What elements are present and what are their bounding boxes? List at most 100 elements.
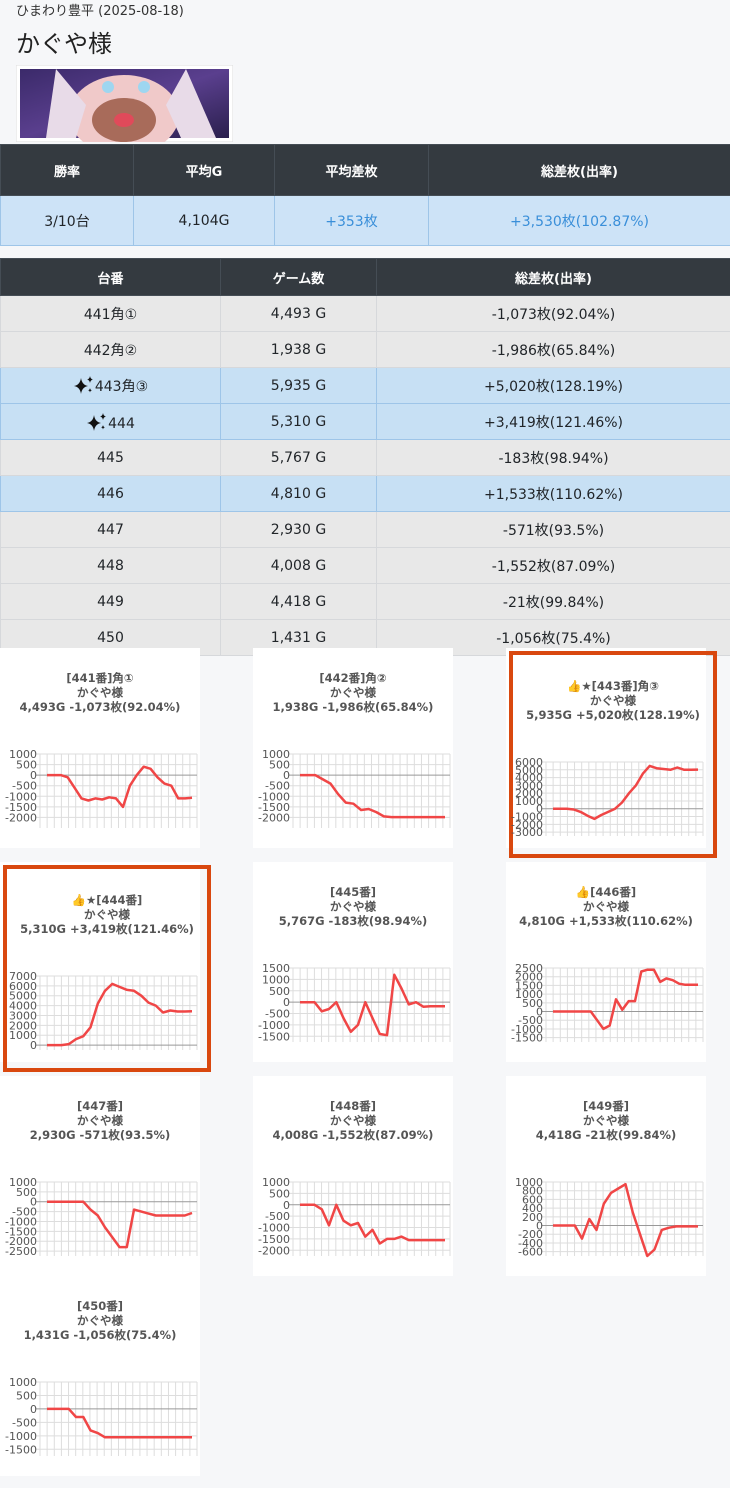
y-tick-label: 1000 — [9, 1376, 37, 1389]
chart-title: [442番]角② — [319, 671, 386, 685]
machine-cell-text: 1,938 G — [271, 342, 326, 358]
machine-cell-text: 5,310 G — [271, 414, 326, 430]
machine-cell-text: -183枚(98.94%) — [498, 451, 608, 467]
machine-cell: 5,935 G — [221, 368, 377, 404]
machine-cell-text: -1,552枚(87.09%) — [492, 559, 615, 575]
machine-cell: 4,493 G — [221, 296, 377, 332]
chart-summary: 5,310G +3,419枚(121.46%) — [20, 922, 194, 936]
machine-cell: 448 — [1, 548, 221, 584]
y-tick-label: -500 — [12, 1416, 37, 1429]
chart-title: [441番]角① — [66, 671, 133, 685]
y-tick-label: -600 — [518, 1246, 543, 1259]
machine-cell-text: 445 — [97, 450, 124, 466]
machine-cell-text: 2,930 G — [271, 522, 326, 538]
y-tick-label: -1000 — [5, 1430, 37, 1443]
chart-summary: 4,493G -1,073枚(92.04%) — [20, 700, 181, 714]
machine-cell-text: 447 — [97, 522, 124, 538]
chart-title: 👍★[443番]角③ — [567, 679, 659, 693]
chart-subtitle: かぐや様 — [330, 900, 376, 914]
y-tick-label: -2000 — [5, 811, 37, 824]
machine-cell-text: 5,767 G — [271, 450, 326, 466]
machine-cell-text: 5,935 G — [271, 378, 326, 394]
machine-cell: -571枚(93.5%) — [377, 512, 730, 548]
machine-table-body: 441角① 4,493 G -1,073枚(92.04%) 442角② 1,938 G -… — [1, 296, 730, 656]
machine-cell: -1,073枚(92.04%) — [377, 296, 730, 332]
chart-title: 👍★[444番] — [72, 893, 143, 907]
summary-cell: 3/10台 — [1, 196, 134, 246]
chart-subtitle: かぐや様 — [77, 1114, 123, 1128]
summary-header: 平均G — [134, 145, 275, 196]
y-tick-label: -3000 — [511, 826, 543, 839]
summary-cell: +3,530枚(102.87%) — [429, 196, 730, 246]
machine-cell-text: +1,533枚(110.62%) — [484, 487, 623, 503]
page-title: かぐや様 — [16, 24, 112, 59]
machine-cell: -21枚(99.84%) — [377, 584, 730, 620]
machine-cell: 2,930 G — [221, 512, 377, 548]
chart-summary: 5,767G -183枚(98.94%) — [279, 914, 428, 928]
machine-row: 445 5,767 G -183枚(98.94%) — [1, 440, 730, 476]
machine-cell-text: +5,020枚(128.19%) — [484, 379, 623, 395]
machine-cell-text: 448 — [97, 558, 124, 574]
machine-cell: 442角② — [1, 332, 221, 368]
machine-cell: 447 — [1, 512, 221, 548]
y-tick-label: -2500 — [5, 1245, 37, 1258]
summary-cell: +353枚 — [275, 196, 429, 246]
sparkle-icon — [73, 375, 95, 395]
machine-cell-text: -1,056枚(75.4%) — [496, 631, 611, 647]
machine-cell-text: 446 — [97, 486, 124, 502]
machine-cell-text: 4,008 G — [271, 558, 326, 574]
machine-cell-text: -21枚(99.84%) — [503, 595, 604, 611]
machine-cell: 443角③ — [1, 368, 221, 404]
machine-row: 447 2,930 G -571枚(93.5%) — [1, 512, 730, 548]
chart-summary: 1,938G -1,986枚(65.84%) — [273, 700, 434, 714]
machine-cell-text: +3,419枚(121.46%) — [484, 415, 623, 431]
machine-cell: 441角① — [1, 296, 221, 332]
machine-cell-text: -1,073枚(92.04%) — [492, 307, 615, 323]
machine-cell-text: 449 — [97, 594, 124, 610]
machine-cell: 1,938 G — [221, 332, 377, 368]
chart-title: [450番] — [77, 1299, 123, 1313]
machine-cell: +1,533枚(110.62%) — [377, 476, 730, 512]
chart-subtitle: かぐや様 — [84, 908, 130, 922]
chart-title: 👍[446番] — [576, 885, 636, 899]
store-breadcrumb[interactable]: ひまわり豊平 (2025-08-18) — [16, 0, 184, 19]
summary-cell: 4,104G — [134, 196, 275, 246]
machine-row: 442角② 1,938 G -1,986枚(65.84%) — [1, 332, 730, 368]
machine-cell: 4,810 G — [221, 476, 377, 512]
sparkle-icon — [86, 412, 108, 432]
y-tick-label: 0 — [30, 1039, 37, 1052]
chart-subtitle: かぐや様 — [330, 686, 376, 700]
chart-title: [449番] — [583, 1099, 629, 1113]
machine-cell: 445 — [1, 440, 221, 476]
machine-header: ゲーム数 — [221, 259, 377, 296]
machine-cell: -183枚(98.94%) — [377, 440, 730, 476]
chart-subtitle: かぐや様 — [590, 694, 636, 708]
machine-cell-text: -1,986枚(65.84%) — [492, 343, 615, 359]
y-tick-label: -1500 — [5, 1443, 37, 1456]
chart-summary: 4,810G +1,533枚(110.62%) — [519, 914, 693, 928]
y-tick-label: -1500 — [511, 1032, 543, 1045]
chart-title: [447番] — [77, 1099, 123, 1113]
chart-title: [448番] — [330, 1099, 376, 1113]
machine-cell: 5,310 G — [221, 404, 377, 440]
y-tick-label: -2000 — [258, 811, 290, 824]
machine-cell: -1,986枚(65.84%) — [377, 332, 730, 368]
machine-cell-text: 441角① — [84, 307, 137, 323]
machine-header: 台番 — [1, 259, 221, 296]
machine-cell: 4,008 G — [221, 548, 377, 584]
machine-cell-text: -571枚(93.5%) — [503, 523, 604, 539]
